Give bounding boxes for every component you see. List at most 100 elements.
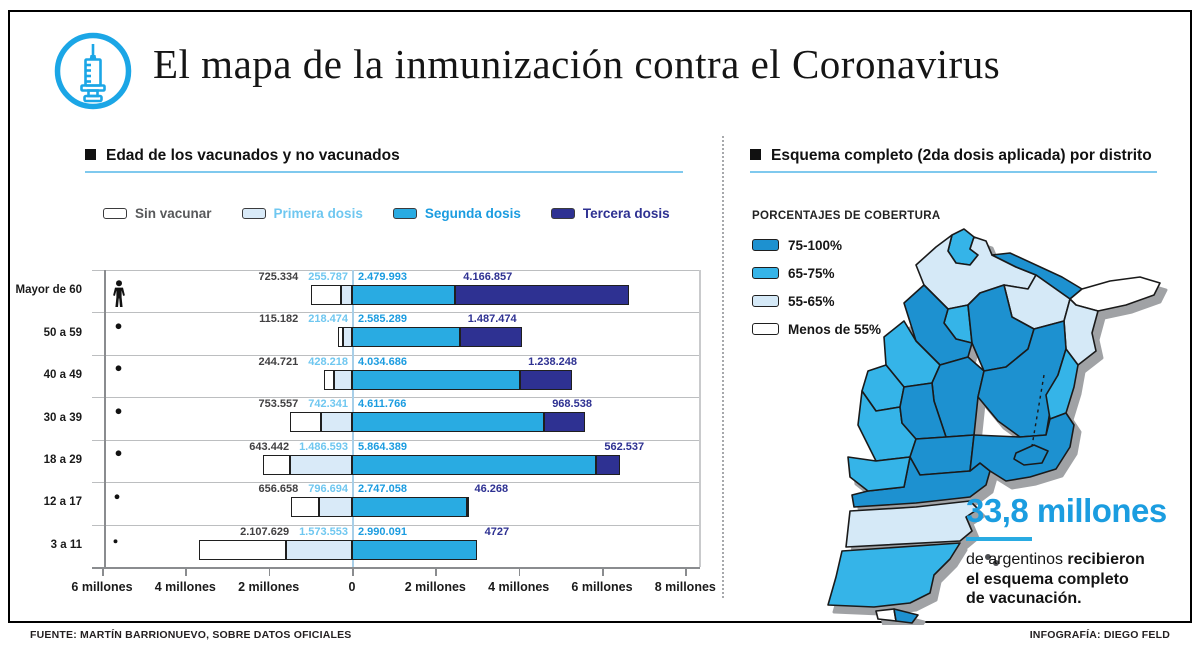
value-segunda-dosis: 2.479.993 bbox=[358, 271, 407, 283]
map-legend-label: 75-100% bbox=[788, 237, 843, 253]
province-chubut bbox=[845, 500, 979, 548]
value-segunda-dosis: 4.611.766 bbox=[358, 398, 407, 411]
x-axis-tick bbox=[518, 567, 521, 576]
value-segunda-dosis: 5.864.389 bbox=[358, 440, 407, 453]
bar-chart-plot: Mayor de 60 725.334 255.787 2.479.993 4.166.… bbox=[16, 270, 701, 568]
bar-labels-left: 656.658 796.694 bbox=[258, 483, 348, 495]
province-entre-rios bbox=[1045, 348, 1079, 420]
value-sin-vacunar: 643.442 bbox=[249, 440, 290, 453]
legend-swatch-tercera bbox=[550, 208, 575, 219]
value-sin-vacunar: 753.557 bbox=[258, 398, 299, 411]
x-axis: 6 millones 4 millones 2 millones 0 2 millone… bbox=[71, 567, 716, 601]
value-sin-vacunar: 725.334 bbox=[258, 271, 299, 283]
value-primera-dosis: 742.341 bbox=[308, 398, 348, 411]
value-tercera-dosis: 4727 bbox=[484, 525, 510, 538]
x-axis-tick bbox=[685, 567, 687, 576]
islet bbox=[985, 554, 991, 560]
value-tercera-dosis: 46.268 bbox=[474, 483, 509, 496]
value-sin-vacunar: 2.107.629 bbox=[240, 525, 290, 538]
chart-legend: Sin vacunar Primera dosis Segunda dosis Ter… bbox=[103, 206, 670, 221]
value-primera-dosis: 1.573.553 bbox=[299, 525, 348, 538]
left-section-rule bbox=[85, 171, 683, 173]
age-label-5: 18 a 29 bbox=[43, 453, 82, 466]
bar-sin-vacunar bbox=[324, 369, 335, 390]
bar-labels-left: 244.721 428.218 bbox=[258, 356, 348, 368]
province-malvinas bbox=[1013, 444, 1049, 466]
x-axis-tick-label: 0 bbox=[348, 580, 356, 594]
section-divider bbox=[722, 136, 724, 598]
person-icon-adult bbox=[109, 407, 128, 439]
bar-tercera-dosis bbox=[459, 327, 522, 348]
person-icon-adult bbox=[109, 450, 128, 481]
value-primera-dosis: 796.694 bbox=[308, 483, 348, 496]
bar-primera-dosis bbox=[341, 285, 352, 305]
bar-sin-vacunar bbox=[311, 285, 342, 305]
syringe-icon bbox=[54, 32, 132, 110]
age-label-4: 30 a 39 bbox=[43, 411, 82, 424]
bar-segunda-dosis bbox=[352, 454, 597, 475]
page-title: El mapa de la inmunización contra el Cor… bbox=[153, 41, 1001, 87]
age-label-7: 3 a 11 bbox=[50, 538, 82, 551]
province-tierra-del-fuego bbox=[893, 608, 919, 624]
value-segunda-dosis: 4.034.686 bbox=[358, 355, 407, 368]
legend-label: Tercera dosis bbox=[582, 206, 670, 221]
callout-underline bbox=[966, 537, 1032, 541]
legend-label: Segunda dosis bbox=[424, 206, 521, 221]
x-axis-tick-label: 6 millones bbox=[571, 580, 633, 594]
map-legend-item-3: 55-65% bbox=[752, 287, 881, 315]
province-buenos-aires bbox=[969, 412, 1075, 482]
bar-labels-left: 753.557 742.341 bbox=[258, 398, 348, 410]
map-legend-swatch bbox=[752, 267, 779, 279]
bar-labels-left: 2.107.629 1.573.553 bbox=[240, 526, 348, 538]
map-legend-label: Menos de 55% bbox=[788, 321, 882, 337]
bar-primera-dosis bbox=[286, 539, 352, 560]
legend-label: Sin vacunar bbox=[135, 206, 212, 221]
value-segunda-dosis: 2.585.289 bbox=[358, 313, 407, 326]
value-primera-dosis: 218.474 bbox=[308, 313, 348, 326]
islet bbox=[993, 560, 999, 566]
footer-credit: INFOGRAFÍA: DIEGO FELD bbox=[1029, 629, 1170, 641]
x-axis-tick bbox=[435, 567, 437, 576]
x-axis-tick bbox=[352, 567, 354, 576]
bar-labels-left: 115.182 218.474 bbox=[259, 313, 348, 325]
bar-sin-vacunar bbox=[291, 497, 319, 518]
province-la-pampa bbox=[909, 434, 975, 476]
x-axis-line bbox=[92, 567, 700, 569]
legend-label: Primera dosis bbox=[273, 206, 363, 221]
x-axis-tick-label: 2 millones bbox=[238, 580, 300, 594]
malvinas-dashed-line bbox=[1031, 374, 1045, 447]
bar-tercera-dosis bbox=[596, 454, 620, 475]
bar-tercera-dosis bbox=[466, 497, 469, 518]
age-label-6: 12 a 17 bbox=[43, 496, 82, 509]
bullet-square-icon bbox=[85, 149, 96, 160]
bar-primera-dosis bbox=[290, 454, 352, 475]
bar-labels-left: 725.334 255.787 bbox=[258, 271, 348, 283]
bar-sin-vacunar bbox=[263, 454, 290, 475]
x-axis-tick bbox=[602, 567, 604, 576]
left-section-title: Edad de los vacunados y no vacunados bbox=[85, 147, 400, 165]
map-legend-swatch bbox=[752, 323, 779, 335]
callout-text: de argentinos recibieron el esquema comp… bbox=[966, 551, 1145, 607]
bar-segunda-dosis bbox=[352, 497, 467, 518]
argentina-map bbox=[820, 225, 1170, 632]
x-axis-tick-label: 4 millones bbox=[488, 580, 550, 594]
value-tercera-dosis: 1.238.248 bbox=[528, 355, 578, 368]
map-legend: 75-100% 65-75% 55-65% Menos de 55% bbox=[752, 231, 881, 343]
bar-primera-dosis bbox=[334, 369, 352, 390]
value-tercera-dosis: 4.166.857 bbox=[463, 271, 513, 283]
footer-source: FUENTE: MARTÍN BARRIONUEVO, SOBRE DATOS … bbox=[30, 629, 352, 641]
legend-swatch-sin bbox=[103, 208, 127, 219]
row-separator bbox=[92, 524, 700, 526]
right-section-rule bbox=[750, 171, 1157, 173]
bar-segunda-dosis bbox=[352, 412, 545, 433]
value-sin-vacunar: 656.658 bbox=[258, 483, 299, 496]
value-tercera-dosis: 562.537 bbox=[604, 440, 645, 453]
person-icon-elderly bbox=[109, 279, 129, 312]
province-neuquen bbox=[847, 456, 911, 492]
age-label-2: 50 a 59 bbox=[43, 326, 82, 339]
bar-sin-vacunar bbox=[289, 412, 322, 433]
bar-sin-vacunar bbox=[338, 327, 343, 348]
x-axis-tick-label: 4 millones bbox=[154, 580, 216, 594]
map-legend-label: 65-75% bbox=[788, 265, 835, 281]
